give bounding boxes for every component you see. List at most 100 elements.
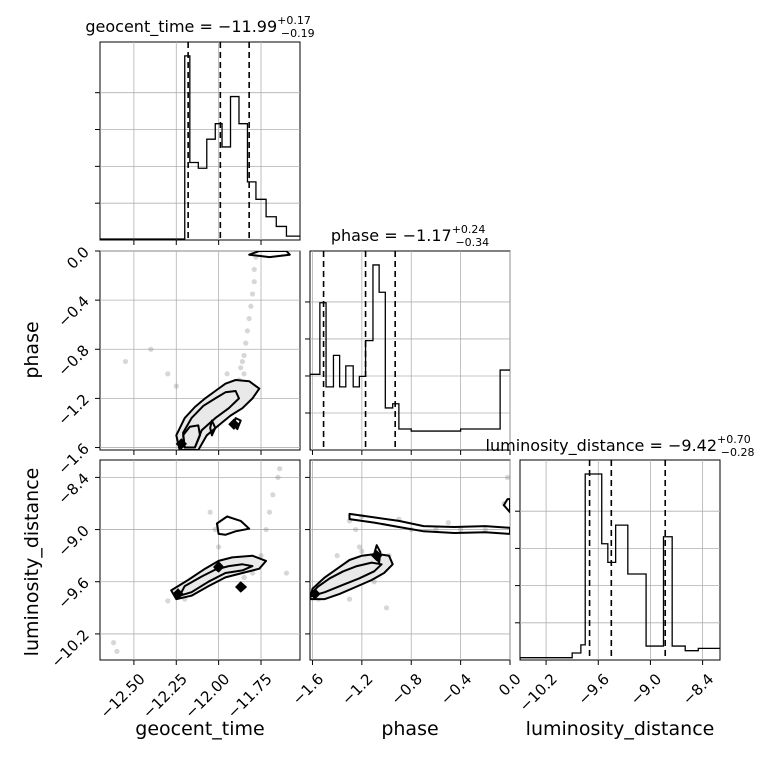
y-axis-label-phase: phase [21, 321, 43, 378]
sample-point [504, 474, 510, 480]
sample-point [243, 340, 249, 346]
y-tick-label: −0.4 [54, 292, 92, 330]
contour-line [310, 561, 383, 598]
panel-frame [309, 459, 511, 661]
x-tick-label: −0.4 [437, 670, 475, 708]
x-tick-label: −0.8 [387, 670, 425, 708]
sample-point [359, 548, 365, 554]
panel-frame [309, 250, 511, 451]
x-tick-label: −12.50 [97, 670, 149, 722]
sample-point [241, 574, 247, 580]
density-peak [310, 588, 321, 600]
sample-point [241, 371, 247, 377]
sample-point [270, 492, 276, 498]
quantile-lines [588, 460, 667, 660]
x-tick-label: −9.6 [575, 670, 613, 708]
tick-marks [305, 476, 511, 665]
sample-point [238, 365, 244, 371]
y-tick-label: −8.4 [54, 469, 92, 507]
sample-point [458, 526, 464, 533]
sample-point [283, 570, 290, 576]
y-axis-label-luminosity-distance: luminosity_distance [21, 468, 43, 657]
sample-point [165, 371, 171, 377]
contour-line [502, 498, 510, 514]
geocent-time-median: −11.99 [218, 17, 277, 36]
sample-point [246, 315, 252, 322]
geocent-time-vs-phase-panel [95, 250, 301, 455]
x-axis-label-geocent-time: geocent_time [135, 718, 264, 740]
sample-point [165, 598, 171, 604]
y-tick-label: −9.0 [54, 522, 92, 560]
x-tick-label: −11.75 [224, 670, 276, 722]
x-tick-label: 0.0 [495, 670, 525, 700]
geocent-time-vs-luminosity-distance-panel [95, 459, 301, 665]
sample-point [275, 474, 281, 480]
panel-frame [99, 41, 301, 241]
quantile-lines [322, 251, 396, 450]
luminosity-distance-title: luminosity_distance = −9.42+0.70 −0.28 [486, 433, 755, 459]
phase-title-label: phase [331, 226, 379, 245]
luminosity-distance-median: −9.42 [668, 436, 717, 455]
luminosity-distance-histogram [520, 473, 720, 660]
y-tick-label: 0.0 [63, 243, 93, 273]
sample-point [263, 526, 269, 533]
sample-point [173, 383, 179, 389]
sample-point [266, 509, 273, 515]
geocent-time-histogram-panel: geocent_time = −11.99+0.17 −0.19 [85, 14, 315, 245]
phase-histogram [310, 264, 510, 450]
x-tick-label: −10.2 [516, 670, 561, 715]
x-axis-label-phase: phase [381, 718, 438, 740]
geocent-time-err-minus: −0.19 [281, 27, 315, 40]
phase-err-minus: −0.34 [455, 236, 489, 249]
grid [520, 460, 720, 660]
panel-frame [99, 459, 301, 661]
sample-point [445, 520, 451, 526]
y-tick-label: −9.6 [54, 574, 92, 612]
luminosity-distance-title-label: luminosity_distance [486, 436, 645, 456]
x-tick-label: −1.2 [338, 670, 376, 708]
x-tick-labels: −12.50−12.25−12.00−11.75 −1.6 −1.2 −0.8 −0.4… [97, 670, 718, 722]
quantile-lines [187, 42, 250, 240]
sample-point [258, 553, 264, 559]
sample-point [482, 526, 488, 533]
density-contours [175, 251, 291, 450]
contour-line [182, 390, 240, 449]
contour-line [348, 512, 510, 535]
density-peak [172, 588, 184, 600]
y-tick-label: −1.6 [54, 440, 92, 478]
contour-line [310, 552, 394, 601]
density-peak [212, 561, 225, 573]
sample-point [356, 544, 362, 550]
density-contours [310, 498, 510, 601]
sample-point [148, 346, 154, 352]
sample-point [251, 266, 257, 273]
phase-histogram-panel: phase = −1.17+0.24 −0.34 [305, 223, 511, 455]
density-peak [371, 549, 383, 562]
sample-point [244, 328, 251, 334]
sample-point [251, 279, 257, 285]
grid [100, 42, 300, 240]
sample-point [122, 358, 129, 365]
geocent-time-err-plus: +0.17 [277, 14, 311, 27]
luminosity-distance-err-plus: +0.70 [717, 433, 751, 446]
phase-median: −1.17 [403, 226, 452, 245]
contour-line [182, 424, 201, 449]
phase-err-plus: +0.24 [452, 223, 486, 236]
x-tick-label: −12.25 [139, 670, 191, 722]
tick-marks [305, 301, 511, 455]
grid [310, 251, 511, 450]
sample-point [224, 371, 230, 377]
sample-point [353, 526, 359, 533]
sample-point [114, 648, 120, 654]
y-tick-labels: −1.6 −1.2 −0.8 −0.4 0.0 −10.2 −9.6 −9.0 −8.4 [48, 243, 93, 671]
sample-point [277, 466, 283, 472]
x-tick-label: −1.6 [289, 670, 327, 708]
sample-point [334, 553, 340, 559]
tick-marks [95, 476, 262, 665]
density-contours [170, 515, 268, 601]
panel-frame [519, 459, 721, 661]
x-tick-label: −8.4 [679, 670, 717, 708]
density-peak [228, 418, 240, 430]
contour-line [248, 251, 291, 259]
